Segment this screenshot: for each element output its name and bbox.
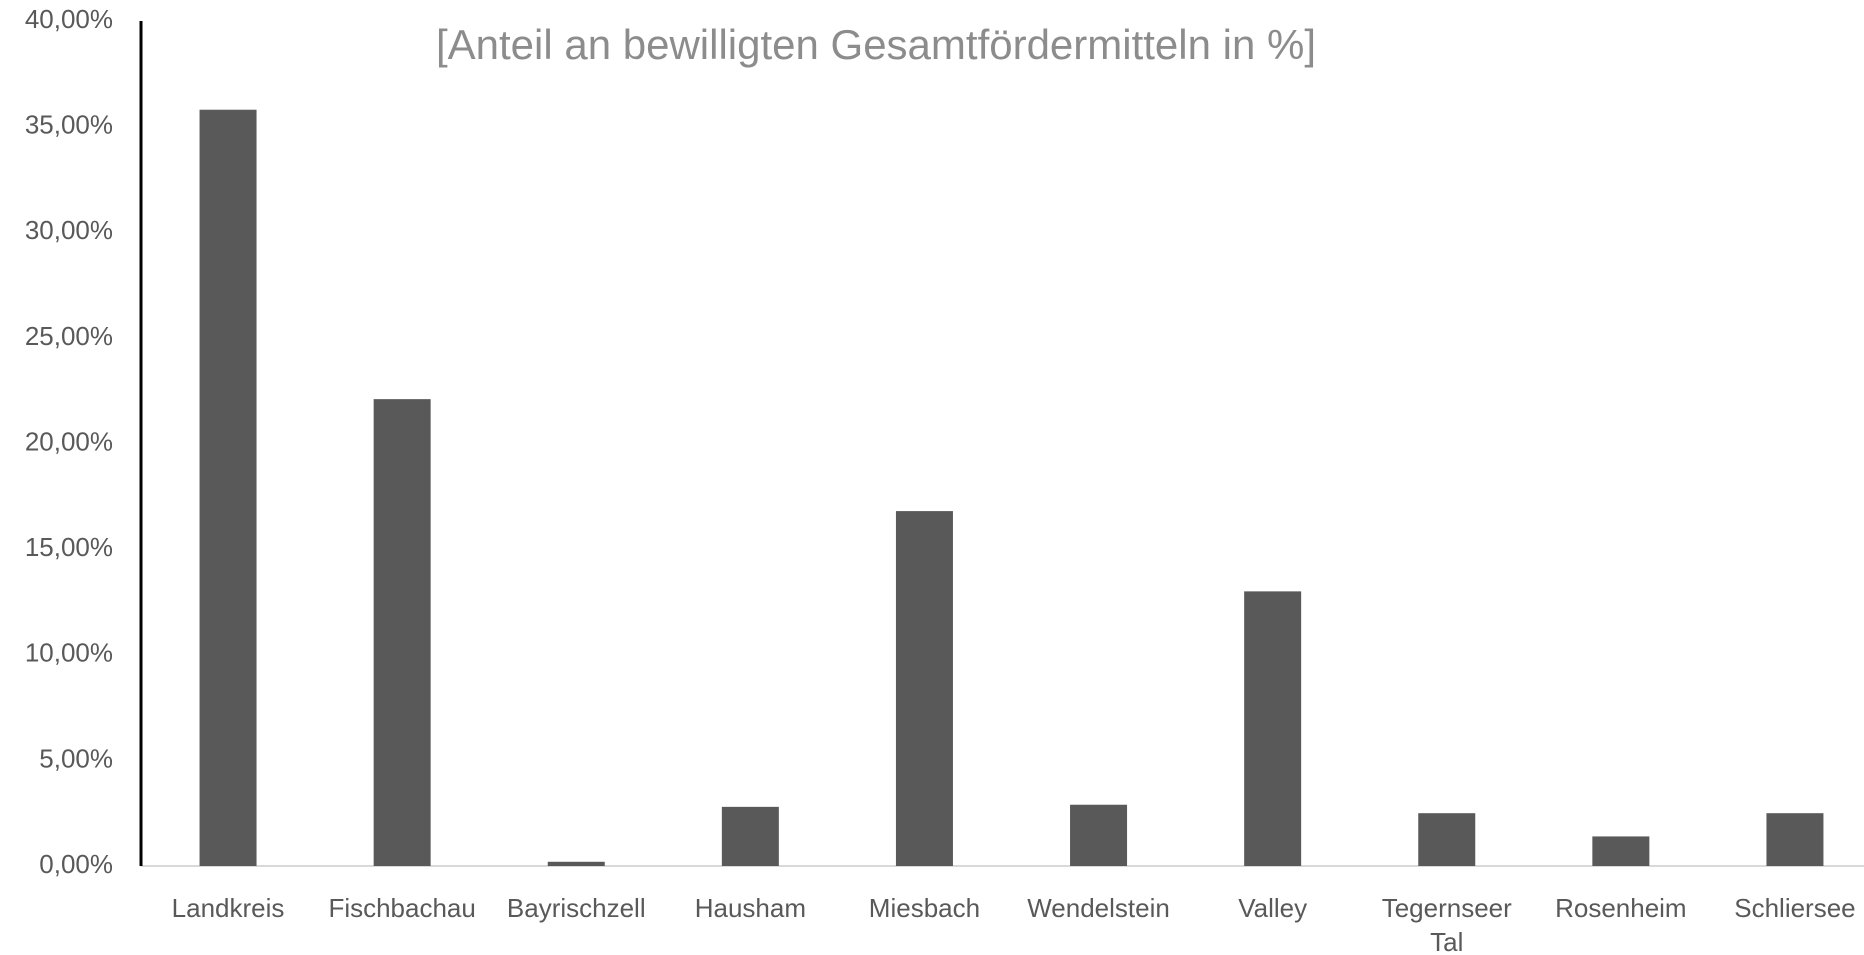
y-tick-label: 25,00% [25, 321, 113, 351]
chart-subtitle: [Anteil an bewilligten Gesamtfördermitte… [436, 21, 1316, 68]
y-tick-label: 15,00% [25, 532, 113, 562]
bar [373, 399, 431, 866]
y-tick-label: 5,00% [39, 743, 113, 773]
x-tick-label: Wendelstein [1027, 893, 1170, 923]
bar [721, 806, 779, 866]
bar [1244, 591, 1302, 866]
bar [1766, 813, 1824, 866]
bar [895, 511, 953, 866]
y-tick-label: 30,00% [25, 215, 113, 245]
bar [547, 861, 605, 866]
y-tick-label: 10,00% [25, 638, 113, 668]
x-tick-label: Rosenheim [1555, 893, 1687, 923]
y-tick-label: 40,00% [25, 4, 113, 34]
x-tick-label: Landkreis [172, 893, 285, 923]
y-tick-label: 0,00% [39, 849, 113, 879]
x-tick-label: Valley [1238, 893, 1307, 923]
bar [1592, 836, 1650, 866]
y-tick-label: 35,00% [25, 110, 113, 140]
bar [1418, 813, 1476, 866]
x-tick-label: Fischbachau [328, 893, 475, 923]
x-tick-label: Bayrischzell [507, 893, 646, 923]
y-tick-label: 20,00% [25, 426, 113, 456]
x-tick-label: Hausham [695, 893, 806, 923]
bar [1070, 804, 1128, 866]
x-tick-label: Schliersee [1734, 893, 1855, 923]
x-tick-label: Miesbach [869, 893, 980, 923]
bar [199, 109, 257, 867]
x-tick-label: Tegernseer Tal [1382, 893, 1512, 955]
